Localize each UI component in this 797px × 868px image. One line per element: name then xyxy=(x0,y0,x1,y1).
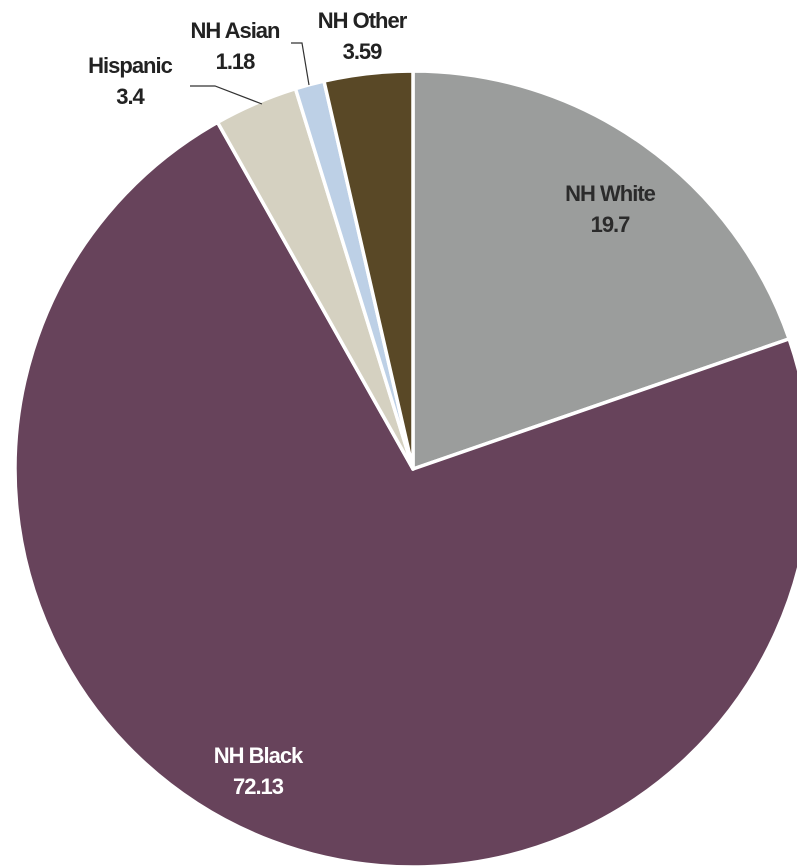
leader-line-hispanic xyxy=(190,85,263,105)
slice-label-nh-black: NH Black xyxy=(214,743,304,768)
label-leader-lines xyxy=(190,42,310,105)
pie-slice-nh-other xyxy=(322,69,415,471)
pie-labels: NH White 19.7 NH Black 72.13 Hispanic 3.4 NH A… xyxy=(88,8,656,799)
pie-slice-nh-black xyxy=(13,120,797,868)
pie-slice-nh-white xyxy=(411,69,791,471)
slice-value-nh-black: 72.13 xyxy=(233,774,284,799)
slice-label-hispanic: Hispanic xyxy=(88,53,172,78)
slice-value-nh-asian: 1.18 xyxy=(216,49,256,74)
slice-value-nh-other: 3.59 xyxy=(343,39,383,64)
slice-value-nh-white: 19.7 xyxy=(591,212,631,237)
slice-value-hispanic: 3.4 xyxy=(116,84,145,109)
leader-line-nh-asian xyxy=(291,42,310,86)
slice-label-nh-white: NH White xyxy=(565,181,656,206)
slice-label-nh-other: NH Other xyxy=(318,8,408,33)
slice-label-nh-asian: NH Asian xyxy=(191,18,281,43)
pie-slices xyxy=(13,69,797,868)
